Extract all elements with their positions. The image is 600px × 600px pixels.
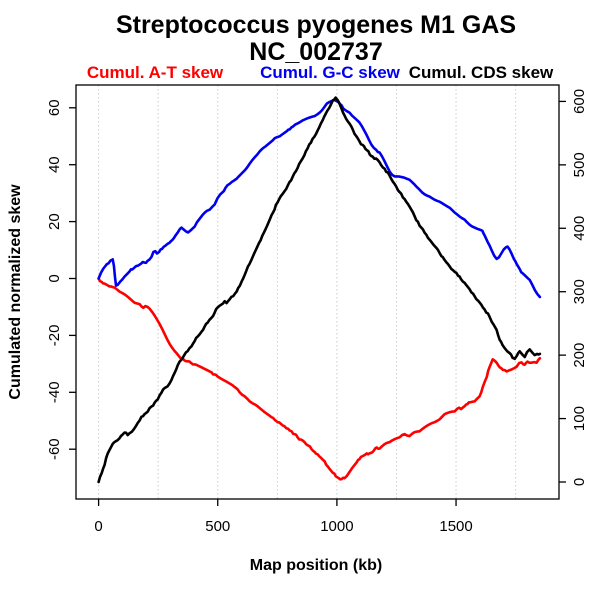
x-axis-tick-label: 1500 bbox=[439, 518, 472, 535]
y-left-axis-title: Cumulated normalized skew bbox=[7, 184, 24, 400]
y-right-tick-label: 500 bbox=[571, 152, 588, 177]
series-line-cumul-cds-skew bbox=[97, 96, 542, 484]
x-axis-tick-label: 500 bbox=[205, 518, 230, 535]
y-right-tick-label: 400 bbox=[571, 216, 588, 241]
y-right-tick-label: 600 bbox=[571, 89, 588, 114]
x-axis-title: Map position (kb) bbox=[250, 557, 382, 574]
data-series-lines bbox=[97, 96, 542, 484]
series-line-cumul-g-c-skew bbox=[97, 98, 542, 299]
legend-item: Cumul. G-C skew bbox=[260, 63, 401, 82]
y-left-tick-label: 40 bbox=[46, 156, 63, 173]
y-left-tick-label: -20 bbox=[46, 325, 63, 347]
legend-item: Cumul. CDS skew bbox=[409, 63, 554, 82]
y-left-tick-label: 20 bbox=[46, 213, 63, 230]
y-left-tick-label: -40 bbox=[46, 381, 63, 403]
x-axis-tick-label: 0 bbox=[94, 518, 102, 535]
plot-border bbox=[75, 84, 560, 500]
legend-item: Cumul. A-T skew bbox=[87, 63, 224, 82]
y-right-tick-label: 200 bbox=[571, 343, 588, 368]
axis-tick-labels: 0 500 1000 1500-60-40-200204060010020030040… bbox=[46, 89, 588, 535]
y-left-tick-label: 0 bbox=[46, 274, 63, 282]
chart-title-line2: NC_002737 bbox=[249, 38, 382, 66]
legend: Cumul. A-T skew Cumul. G-C skew Cumul. CDS… bbox=[87, 63, 554, 82]
y-right-tick-label: 300 bbox=[571, 279, 588, 304]
axis-ticks bbox=[69, 100, 566, 506]
y-left-tick-label: 60 bbox=[46, 99, 63, 116]
y-right-tick-label: 0 bbox=[571, 478, 588, 486]
x-axis-tick-label: 1000 bbox=[320, 518, 353, 535]
series-line-cumul-a-t-skew bbox=[97, 277, 542, 481]
y-right-tick-label: 100 bbox=[571, 406, 588, 431]
chart-title-line1: Streptococcus pyogenes M1 GAS bbox=[116, 11, 516, 39]
y-left-tick-label: -60 bbox=[46, 438, 63, 460]
gridlines bbox=[98, 85, 517, 499]
